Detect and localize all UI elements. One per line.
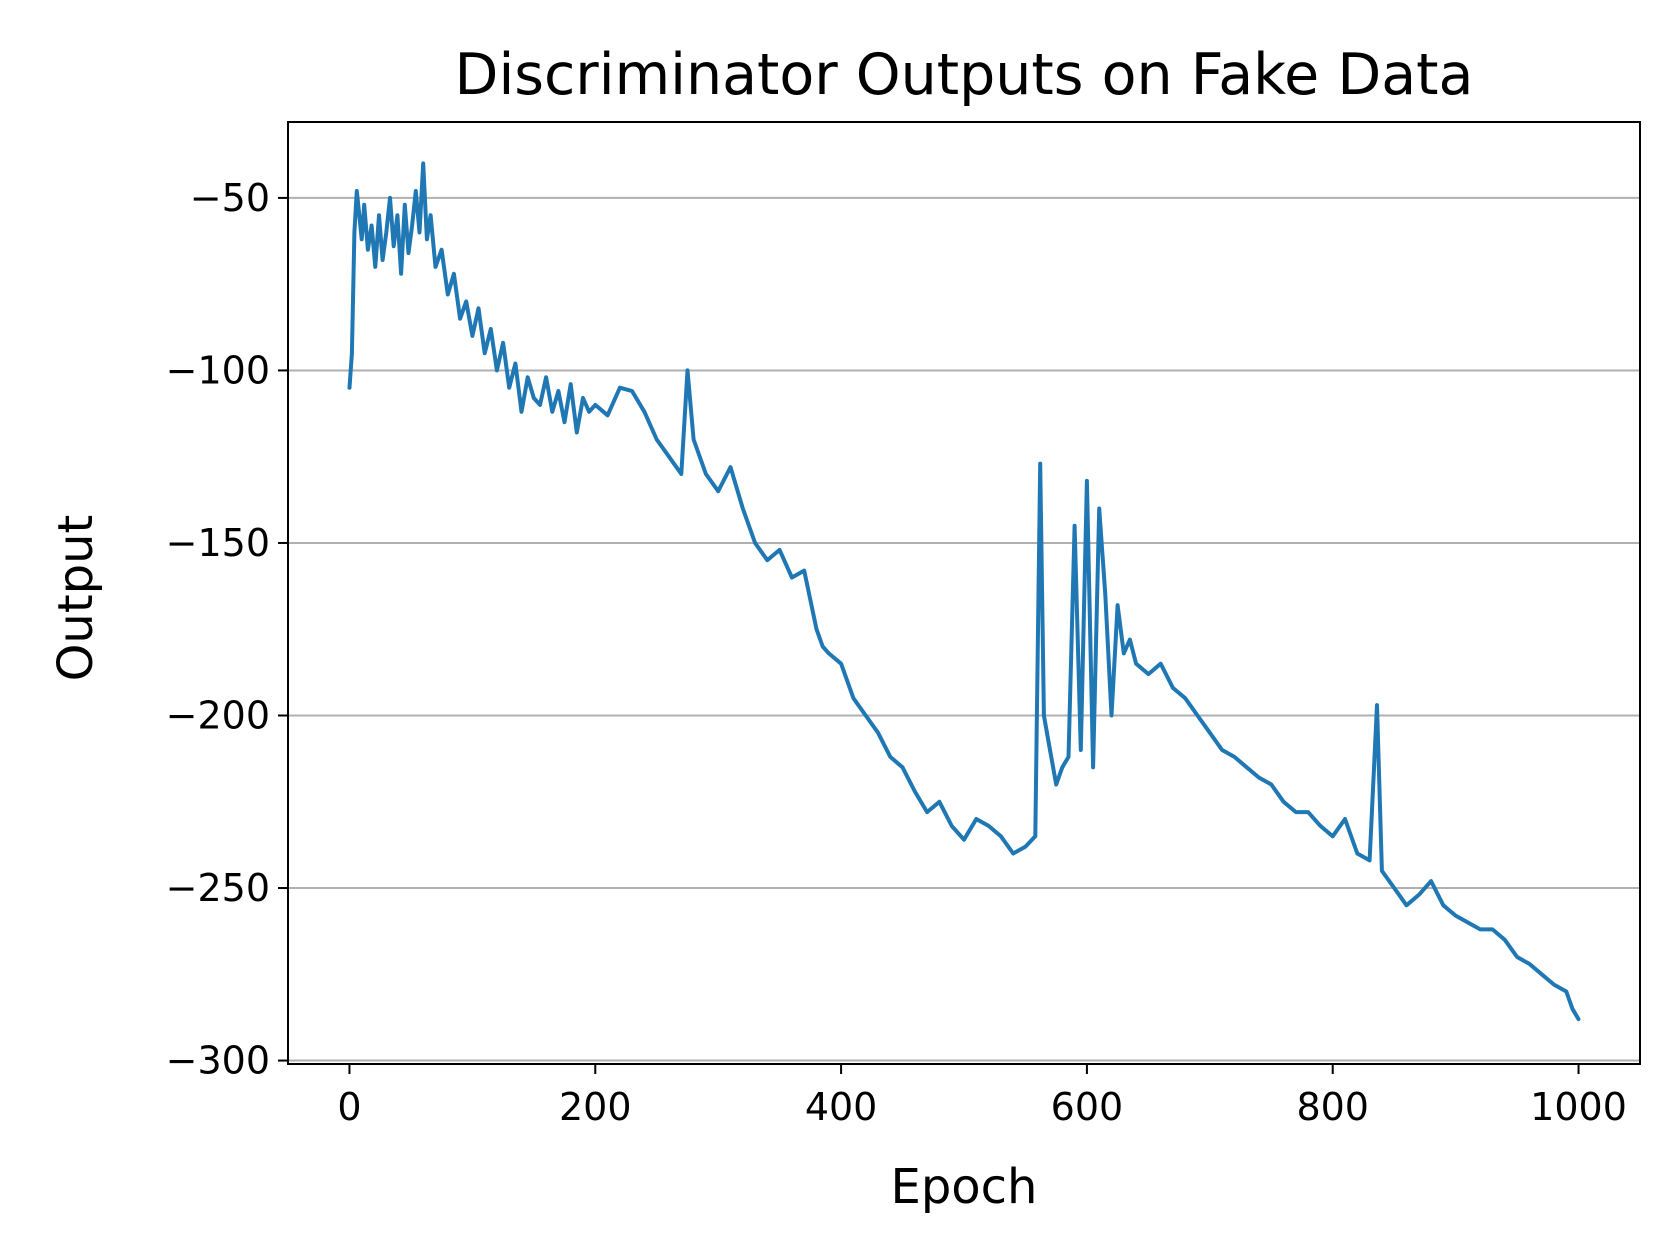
y-axis-title: Output — [48, 515, 104, 682]
y-tick-label: −100 — [166, 348, 270, 392]
y-tick-label: −50 — [190, 176, 270, 220]
y-axis-ticks: −50 −100 −150 −200 −250 −300 — [166, 176, 288, 1083]
x-tick-label: 800 — [1296, 1085, 1369, 1129]
x-tick-label: 1000 — [1530, 1085, 1627, 1129]
y-tick-label: −300 — [166, 1039, 270, 1083]
series-line — [347, 161, 1581, 1022]
chart-title: Discriminator Outputs on Fake Data — [455, 42, 1474, 108]
y-tick-label: −200 — [166, 693, 270, 737]
plot-area-frame — [287, 121, 1641, 1065]
x-axis-title: Epoch — [891, 1159, 1038, 1215]
x-axis-ticks: 0 200 400 600 800 1000 — [337, 1064, 1627, 1129]
x-tick-label: 0 — [337, 1085, 361, 1129]
x-tick-label: 200 — [559, 1085, 632, 1129]
series-layer — [347, 161, 1581, 1022]
x-tick-label: 400 — [805, 1085, 878, 1129]
x-tick-label: 600 — [1051, 1085, 1124, 1129]
y-tick-label: −250 — [166, 866, 270, 910]
y-tick-label: −150 — [166, 521, 270, 565]
